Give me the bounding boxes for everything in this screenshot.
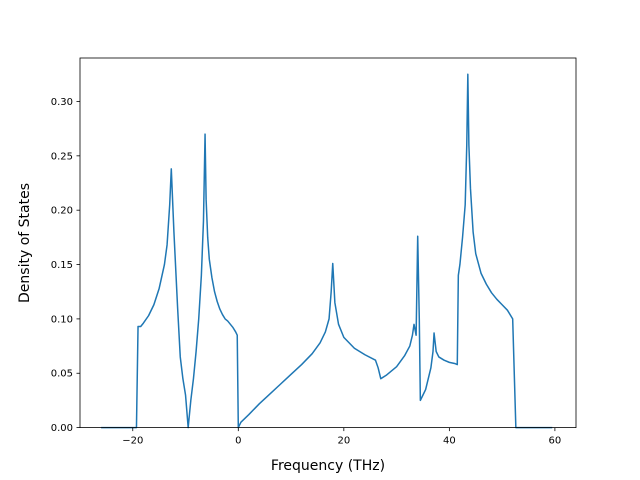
- y-tick-label: 0.20: [51, 206, 73, 217]
- y-tick-label: 0.30: [51, 97, 73, 108]
- x-tick-label: 40: [443, 436, 456, 447]
- y-tick-label: 0.25: [51, 151, 73, 162]
- y-tick-label: 0.00: [51, 423, 73, 434]
- y-axis-label: Density of States: [17, 183, 33, 303]
- axes-frame: [79, 57, 577, 429]
- x-tick-label: −20: [122, 436, 143, 447]
- x-tick-label: 60: [549, 436, 562, 447]
- x-axis-label: Frequency (THz): [271, 458, 385, 474]
- y-tick-label: 0.15: [51, 260, 73, 271]
- y-tick-label: 0.10: [51, 314, 73, 325]
- x-axis-ticks: −20 0 20 40 60: [122, 427, 562, 447]
- plot-area: [101, 73, 553, 429]
- x-tick-label: 0: [235, 436, 241, 447]
- y-axis-ticks: 0.00 0.05 0.10 0.15 0.20 0.25 0.30: [51, 97, 80, 434]
- dos-series-line-0: [101, 73, 553, 429]
- x-tick-label: 20: [337, 436, 350, 447]
- y-tick-label: 0.05: [51, 369, 73, 380]
